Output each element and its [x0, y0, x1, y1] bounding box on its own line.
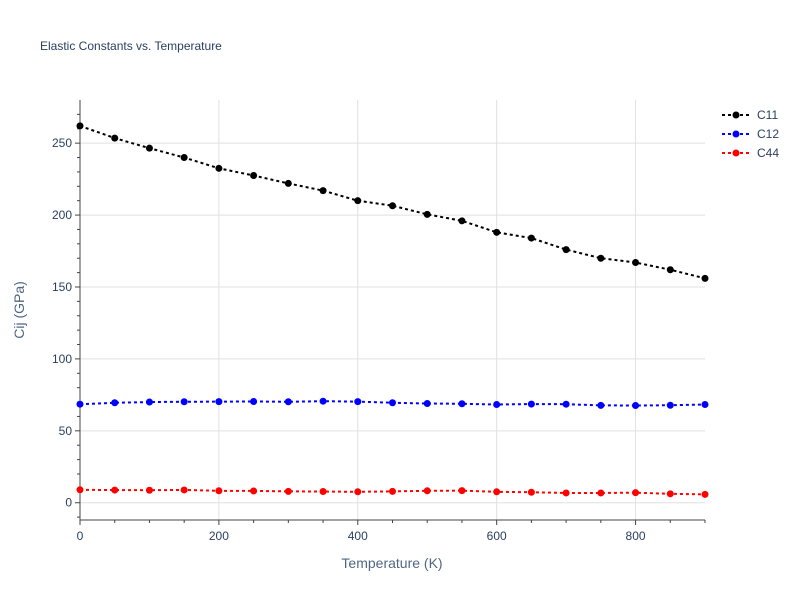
grid-layer [80, 100, 705, 520]
data-point-c12 [145, 398, 153, 406]
y-tick-label: 100 [52, 352, 72, 366]
data-point-c12 [527, 400, 535, 408]
axis-layer: 0 200 400 600 800 0 50 100 150 200 250 [52, 100, 706, 543]
data-point-c44 [701, 490, 709, 498]
data-point-c12 [562, 400, 570, 408]
data-point-c11 [354, 197, 362, 205]
series-layer [76, 122, 709, 498]
data-point-c44 [632, 489, 640, 497]
legend-label: C44 [757, 146, 779, 160]
data-point-c44 [145, 486, 153, 494]
x-tick-label: 200 [209, 529, 229, 543]
data-point-c12 [423, 399, 431, 407]
data-point-c11 [527, 234, 535, 242]
data-point-c11 [319, 187, 327, 195]
y-tick-label: 200 [52, 208, 72, 222]
y-axis-title: Cij (GPa) [11, 281, 27, 339]
data-point-c12 [76, 400, 84, 408]
data-point-c44 [319, 488, 327, 496]
legend-swatch-marker [732, 130, 740, 138]
data-point-c44 [250, 487, 258, 495]
data-point-c11 [458, 217, 466, 225]
data-point-c12 [389, 399, 396, 407]
y-tick-label: 150 [52, 280, 72, 294]
chart-title: Elastic Constants vs. Temperature [40, 39, 222, 53]
data-point-c12 [597, 401, 605, 409]
data-point-c11 [180, 154, 188, 162]
data-point-c12 [701, 401, 709, 408]
data-point-c11 [215, 164, 223, 172]
legend-swatch-marker [732, 149, 740, 157]
legend-item-c12[interactable]: C12 [722, 127, 779, 141]
data-point-c11 [76, 122, 84, 130]
data-point-c11 [145, 144, 153, 152]
legend-swatch-marker [732, 111, 740, 119]
data-point-c44 [180, 486, 188, 494]
y-tick-label: 250 [52, 136, 72, 150]
series-line-c11 [79, 124, 706, 280]
data-point-c44 [458, 487, 466, 495]
x-tick-label: 0 [77, 529, 84, 543]
data-point-c12 [284, 398, 292, 406]
legend-item-c44[interactable]: C44 [722, 146, 779, 160]
legend-label: C12 [757, 127, 779, 141]
legend[interactable]: C11 C12 C44 [722, 108, 779, 160]
data-point-c44 [666, 490, 674, 498]
data-point-c11 [597, 254, 605, 262]
data-point-c44 [493, 488, 501, 496]
data-point-c12 [493, 401, 501, 408]
data-point-c11 [389, 202, 396, 210]
data-point-c44 [354, 488, 362, 496]
data-point-c12 [250, 397, 258, 405]
x-tick-label: 800 [626, 529, 646, 543]
data-point-c44 [562, 489, 570, 497]
data-point-c11 [493, 228, 501, 236]
data-point-c12 [354, 398, 362, 406]
data-point-c44 [527, 488, 535, 496]
data-point-c44 [215, 487, 223, 495]
data-point-c11 [701, 274, 709, 282]
data-point-c12 [180, 398, 188, 406]
x-tick-label: 400 [348, 529, 368, 543]
data-point-c44 [284, 487, 292, 495]
legend-label: C11 [757, 108, 778, 122]
data-point-c11 [250, 172, 258, 180]
data-point-c11 [562, 246, 570, 254]
data-point-c12 [666, 401, 674, 409]
legend-item-c11[interactable]: C11 [722, 108, 778, 122]
x-tick-label: 600 [487, 529, 507, 543]
data-point-c11 [666, 266, 674, 274]
x-axis-title: Temperature (K) [341, 555, 442, 571]
y-tick-label: 50 [59, 424, 73, 438]
data-point-c44 [597, 489, 605, 497]
data-point-c12 [111, 399, 119, 407]
data-point-c12 [215, 398, 223, 406]
y-tick-label: 0 [65, 496, 72, 510]
data-point-c12 [632, 402, 640, 410]
data-point-c11 [111, 134, 119, 142]
data-point-c44 [389, 487, 396, 495]
data-point-c12 [458, 400, 466, 408]
data-point-c44 [76, 486, 84, 494]
data-point-c11 [632, 259, 640, 267]
data-point-c11 [423, 210, 431, 218]
data-point-c12 [319, 397, 327, 405]
data-point-c44 [111, 486, 119, 494]
data-point-c11 [284, 179, 292, 187]
data-point-c44 [423, 487, 431, 495]
